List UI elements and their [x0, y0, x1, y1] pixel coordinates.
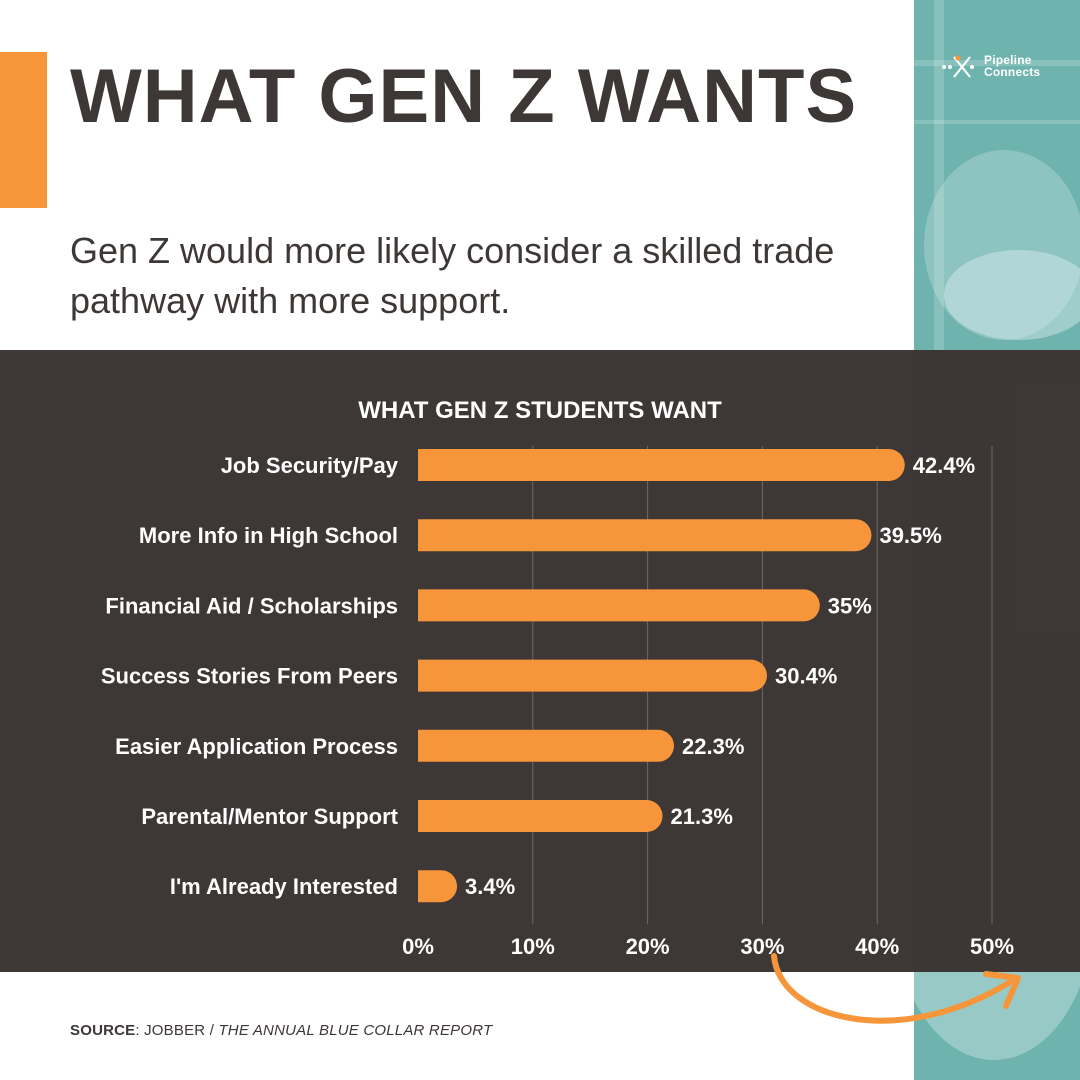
data-label: 3.4% — [465, 874, 515, 899]
page-title: WHAT GEN Z WANTS — [70, 54, 858, 139]
category-label: Financial Aid / Scholarships — [105, 593, 398, 618]
source-title: THE ANNUAL BLUE COLLAR REPORT — [218, 1022, 493, 1039]
chart-title: WHAT GEN Z STUDENTS WANT — [358, 397, 722, 424]
category-label: Success Stories From Peers — [101, 664, 398, 689]
logo-mark-icon — [942, 55, 974, 78]
data-label: 42.4% — [913, 453, 975, 478]
source-text: : JOBBER / — [135, 1022, 219, 1039]
bar — [418, 519, 872, 552]
curved-arrow-icon — [771, 953, 1021, 1024]
category-label: Parental/Mentor Support — [141, 804, 398, 829]
x-tick-label: 30% — [740, 934, 784, 959]
data-label: 35% — [828, 593, 872, 618]
category-label: Job Security/Pay — [221, 453, 399, 478]
title-accent-bar — [0, 52, 47, 208]
bar — [418, 800, 663, 832]
category-label: Easier Application Process — [115, 734, 398, 759]
data-label: 21.3% — [671, 804, 733, 829]
bar — [418, 870, 458, 903]
page-subtitle: Gen Z would more likely consider a skill… — [70, 230, 835, 321]
bar — [418, 589, 820, 622]
category-label: More Info in High School — [139, 523, 398, 548]
x-tick-label: 10% — [511, 934, 555, 959]
logo-text-line1: Pipeline — [984, 53, 1032, 67]
bar — [418, 659, 767, 692]
source-citation: SOURCE: JOBBER / THE ANNUAL BLUE COLLAR … — [70, 1022, 492, 1039]
x-tick-label: 50% — [970, 934, 1014, 959]
data-label: 39.5% — [879, 523, 941, 548]
x-tick-label: 20% — [626, 934, 670, 959]
data-label: 22.3% — [682, 734, 744, 759]
x-tick-label: 40% — [855, 934, 899, 959]
pipeline-connects-logo: Pipeline Connects — [940, 52, 1070, 82]
bar-chart: WHAT GEN Z STUDENTS WANT 0% 10% 20% 30% 40% 50… — [101, 397, 1014, 959]
logo-text-line2: Connects — [984, 65, 1041, 79]
chart-panel-photo-overlay — [914, 350, 1080, 972]
x-tick-label: 0% — [402, 934, 434, 959]
data-label: 30.4% — [775, 664, 837, 689]
category-label: I'm Already Interested — [170, 874, 398, 899]
bar — [418, 449, 905, 481]
bar — [418, 729, 675, 762]
source-label: SOURCE — [70, 1022, 136, 1039]
